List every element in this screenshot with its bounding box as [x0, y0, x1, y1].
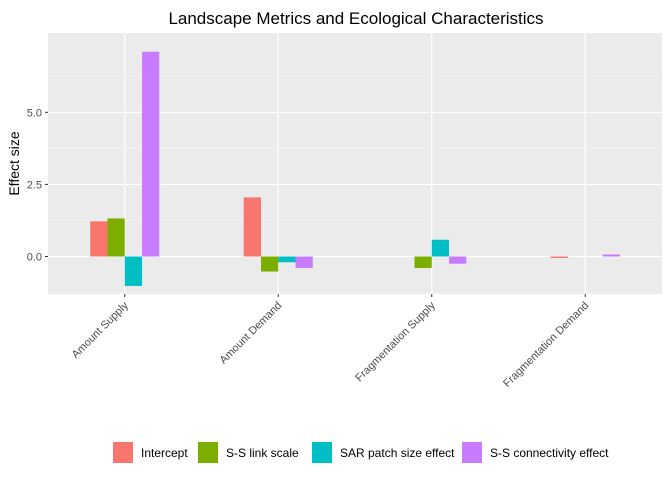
legend: Intercept S-S link scale SAR patch size ef…	[113, 442, 609, 463]
bar	[602, 254, 620, 257]
bar	[142, 51, 160, 257]
bar	[449, 256, 467, 264]
y-axis: 0.0 2.5 5.0	[27, 107, 48, 264]
y-axis-title: Effect size	[6, 131, 22, 196]
y-tick-label: 5.0	[27, 107, 42, 119]
y-tick-label: 0.0	[27, 252, 42, 264]
legend-key	[113, 442, 133, 463]
bar	[124, 256, 143, 286]
legend-key	[312, 442, 332, 463]
legend-label: Intercept	[141, 446, 188, 460]
plot-panel	[48, 33, 662, 294]
bar	[90, 221, 108, 257]
x-tick-label: Amount Supply	[70, 299, 132, 361]
y-tick-label: 2.5	[27, 179, 42, 191]
bar	[550, 256, 568, 258]
bar	[243, 197, 261, 257]
bar	[414, 256, 432, 269]
legend-label: SAR patch size effect	[340, 446, 455, 460]
chart-title: Landscape Metrics and Ecological Charact…	[168, 9, 543, 28]
x-tick-label: Fragmentation Supply	[353, 299, 438, 384]
legend-label: S-S connectivity effect	[490, 446, 609, 460]
x-axis: Amount Supply Amount Demand Fragmentation …	[70, 294, 591, 390]
bar	[107, 218, 125, 257]
legend-key	[198, 442, 218, 463]
x-tick-label: Amount Demand	[218, 300, 285, 367]
bar	[431, 239, 450, 257]
bar	[295, 256, 313, 269]
x-tick-label: Fragmentation Demand	[501, 300, 591, 390]
legend-label: S-S link scale	[226, 446, 299, 460]
bar	[278, 256, 296, 263]
bar	[260, 256, 279, 272]
bars	[90, 51, 620, 286]
legend-key	[462, 442, 482, 463]
